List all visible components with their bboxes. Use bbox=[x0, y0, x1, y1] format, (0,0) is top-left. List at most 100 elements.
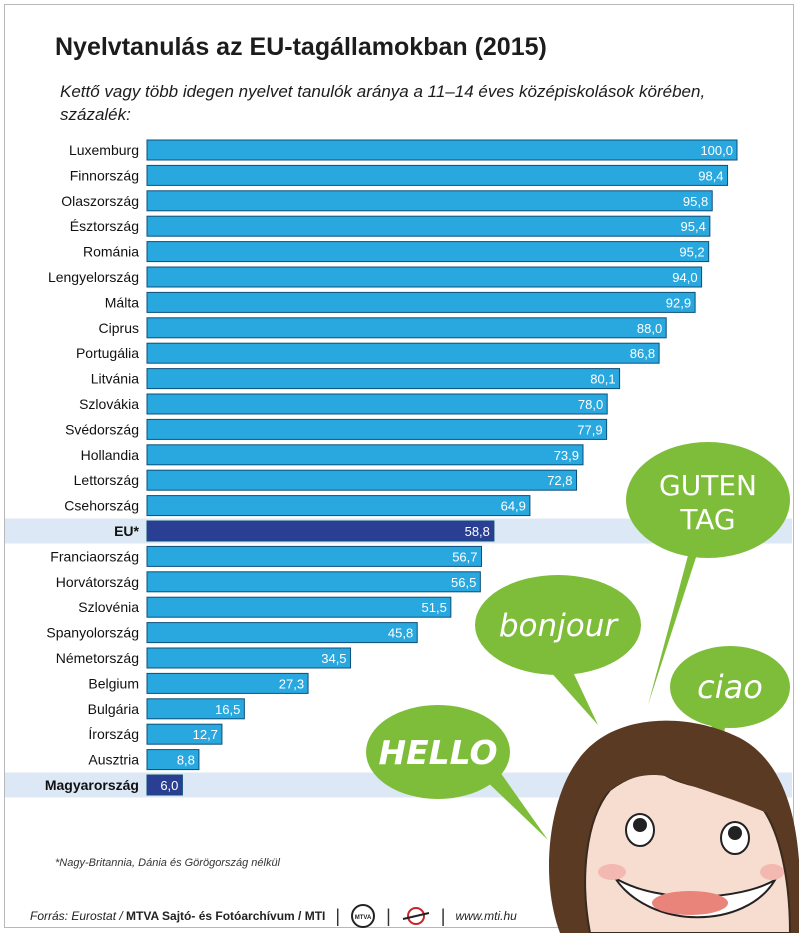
category-label: Lengyelország bbox=[48, 269, 139, 285]
category-label: Finnország bbox=[70, 167, 139, 183]
bar bbox=[146, 571, 481, 593]
bar bbox=[146, 469, 578, 491]
category-label: Bulgária bbox=[88, 701, 140, 717]
category-label: EU* bbox=[114, 523, 139, 539]
value-label: 58,8 bbox=[465, 524, 490, 539]
bar bbox=[146, 266, 703, 288]
value-label: 16,5 bbox=[215, 702, 240, 717]
category-label: Málta bbox=[105, 294, 139, 310]
source-credit: Forrás: Eurostat / MTVA Sajtó- és Fotóar… bbox=[30, 909, 325, 923]
value-label: 6,0 bbox=[160, 778, 178, 793]
bar bbox=[146, 291, 696, 313]
category-label: Lettország bbox=[74, 472, 139, 488]
bar bbox=[146, 647, 352, 669]
bar bbox=[146, 418, 608, 440]
category-label: Ciprus bbox=[99, 320, 139, 336]
bar bbox=[146, 393, 608, 415]
bar bbox=[146, 444, 584, 466]
category-label: Litvánia bbox=[91, 371, 139, 387]
mti-logo bbox=[402, 907, 429, 925]
category-label: Magyarország bbox=[45, 777, 139, 793]
bar bbox=[146, 774, 183, 796]
bar bbox=[146, 622, 418, 644]
category-label: Horvátország bbox=[56, 574, 139, 590]
bar bbox=[146, 749, 200, 771]
bubble-text-bonjour: bonjour bbox=[499, 608, 620, 644]
category-label: Belgium bbox=[88, 675, 139, 691]
category-label: Írország bbox=[88, 726, 139, 742]
website-link[interactable]: www.mti.hu bbox=[455, 909, 517, 923]
bubble-text-hello: HELLO bbox=[378, 733, 497, 772]
value-label: 56,5 bbox=[451, 575, 476, 590]
category-label: Svédország bbox=[65, 421, 139, 437]
category-label: Ausztria bbox=[88, 752, 139, 768]
mtva-logo: MTVA bbox=[351, 904, 376, 928]
category-label: Észtország bbox=[70, 218, 139, 234]
bar bbox=[146, 139, 738, 161]
bubble-text-ciao: ciao bbox=[697, 668, 763, 706]
value-label: 95,4 bbox=[681, 219, 706, 234]
value-label: 51,5 bbox=[422, 600, 447, 615]
value-label: 12,7 bbox=[193, 727, 218, 742]
category-label: Luxemburg bbox=[69, 142, 139, 158]
value-label: 27,3 bbox=[279, 676, 304, 691]
svg-text:MTVA: MTVA bbox=[355, 915, 372, 921]
cartoon-girl-illustration bbox=[548, 720, 799, 933]
bar bbox=[146, 241, 710, 263]
value-label: 94,0 bbox=[672, 270, 697, 285]
category-label: Németország bbox=[56, 650, 139, 666]
value-label: 77,9 bbox=[577, 422, 602, 437]
speech-bubble-bonjour: bonjour bbox=[475, 575, 641, 725]
value-label: 86,8 bbox=[630, 346, 655, 361]
bar bbox=[146, 545, 483, 567]
bar bbox=[146, 495, 531, 517]
source-prefix: Forrás: Eurostat / bbox=[30, 909, 127, 923]
value-label: 34,5 bbox=[321, 651, 346, 666]
category-label: Franciaország bbox=[50, 548, 139, 564]
value-label: 64,9 bbox=[501, 499, 526, 514]
category-label: Szlovénia bbox=[78, 599, 139, 615]
chart-title: Nyelvtanulás az EU-tagállamokban (2015) bbox=[55, 33, 547, 61]
value-label: 8,8 bbox=[177, 753, 195, 768]
bar bbox=[146, 596, 452, 618]
footnote: *Nagy-Britannia, Dánia és Görögország né… bbox=[55, 857, 281, 869]
speech-bubble-guten-tag: GUTEN TAG bbox=[626, 442, 790, 705]
value-label: 45,8 bbox=[388, 626, 413, 641]
value-label: 98,4 bbox=[698, 168, 723, 183]
bubble-text-guten-tag: GUTEN TAG bbox=[659, 469, 757, 536]
bar bbox=[146, 698, 245, 720]
bar bbox=[146, 672, 309, 694]
value-label: 80,1 bbox=[590, 372, 615, 387]
bar bbox=[146, 342, 660, 364]
category-label: Románia bbox=[83, 244, 139, 260]
value-label: 95,2 bbox=[679, 245, 704, 260]
value-label: 95,8 bbox=[683, 194, 708, 209]
speech-bubble-hello: HELLO bbox=[366, 705, 548, 840]
value-label: 73,9 bbox=[554, 448, 579, 463]
bar bbox=[146, 164, 729, 186]
value-label: 78,0 bbox=[578, 397, 603, 412]
category-label: Olaszország bbox=[61, 193, 139, 209]
chart-subtitle: Kettő vagy több idegen nyelvet tanulók a… bbox=[60, 82, 706, 124]
value-label: 92,9 bbox=[666, 295, 691, 310]
category-label: Csehország bbox=[64, 498, 139, 514]
speech-bubble-ciao: ciao bbox=[670, 646, 790, 745]
category-label: Portugália bbox=[76, 345, 139, 361]
category-label: Spanyolország bbox=[46, 625, 139, 641]
value-label: 88,0 bbox=[637, 321, 662, 336]
category-label: Szlovákia bbox=[79, 396, 139, 412]
value-label: 56,7 bbox=[452, 549, 477, 564]
bar bbox=[146, 190, 713, 212]
footer: Forrás: Eurostat / MTVA Sajtó- és Fotóar… bbox=[30, 903, 517, 929]
value-label: 100,0 bbox=[700, 143, 733, 158]
bar bbox=[146, 215, 711, 237]
bar bbox=[146, 520, 495, 542]
source-bold: MTVA Sajtó- és Fotóarchívum / MTI bbox=[126, 909, 326, 923]
bar bbox=[146, 723, 223, 745]
bar bbox=[146, 368, 621, 390]
value-label: 72,8 bbox=[547, 473, 572, 488]
speech-bubbles: GUTEN TAG bonjour ciao HELLO bbox=[366, 442, 790, 840]
bar bbox=[146, 317, 667, 339]
category-label: Hollandia bbox=[81, 447, 140, 463]
